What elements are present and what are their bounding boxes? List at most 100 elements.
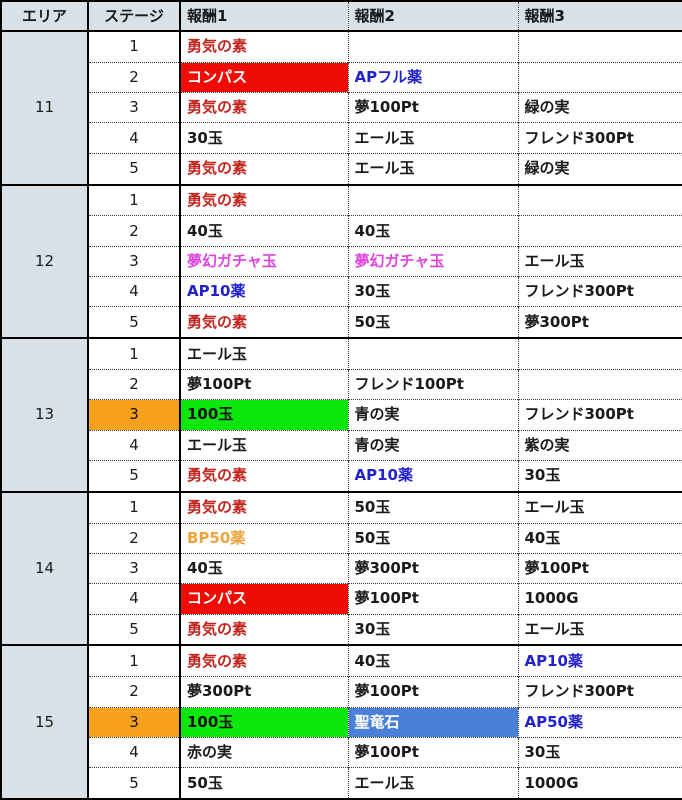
- table-row: 3 夢幻ガチャ玉 夢幻ガチャ玉 エール玉: [1, 245, 682, 277]
- reward-cell: 勇気の素: [180, 152, 349, 185]
- table-row: 5 50玉 エール玉 1000G: [1, 767, 682, 799]
- stage-cell: 3: [88, 552, 181, 584]
- stage-cell: 1: [88, 645, 181, 677]
- reward-cell: 30玉: [518, 736, 682, 768]
- table-row: 2 40玉 40玉: [1, 215, 682, 247]
- table-row: 12 1 勇気の素: [1, 184, 682, 339]
- reward-cell: 30玉: [348, 276, 519, 307]
- reward-cell: フレンド300Pt: [518, 676, 682, 707]
- reward-cell: 夢100Pt: [180, 368, 349, 400]
- header-cell-reward3: 報酬3: [518, 1, 682, 32]
- header-cell-reward2: 報酬2: [348, 1, 519, 32]
- stage-cell: 5: [88, 459, 181, 492]
- stage-cell: 2: [88, 61, 181, 93]
- reward-cell: 勇気の素: [180, 645, 349, 677]
- area-cell: 11: [1, 31, 89, 185]
- table-header: エリア ステージ 報酬1 報酬2 報酬3: [1, 1, 682, 32]
- table-row: 2 夢100Pt フレンド100Pt: [1, 368, 682, 400]
- area-group: 12 1 勇気の素 2 40玉 40玉 3 夢幻ガチャ玉 夢幻ガチャ玉 エール玉 4 AP10薬 30玉…: [1, 184, 682, 339]
- stage-cell: 1: [88, 491, 181, 524]
- reward-cell: [518, 61, 682, 93]
- table-row: 5 勇気の素 50玉 夢300Pt: [1, 306, 682, 339]
- table-row: 4 30玉 エール玉 フレンド300Pt: [1, 122, 682, 154]
- table-row: 3 100玉 聖竜石 AP50薬: [1, 706, 682, 738]
- reward-cell: 夢100Pt: [348, 583, 519, 615]
- reward-cell: [518, 368, 682, 400]
- reward-cell: 夢100Pt: [518, 552, 682, 584]
- reward-cell: フレンド100Pt: [348, 368, 519, 400]
- reward-cell: コンパス: [180, 61, 349, 93]
- reward-cell: コンパス: [180, 583, 349, 615]
- table-row: 4 赤の実 夢100Pt 30玉: [1, 736, 682, 768]
- table-row: 4 コンパス 夢100Pt 1000G: [1, 583, 682, 615]
- stage-cell: 4: [88, 276, 181, 307]
- area-cell: 13: [1, 338, 89, 492]
- reward-cell: APフル薬: [348, 61, 519, 93]
- stage-cell: 4: [88, 429, 181, 461]
- table-row: 4 エール玉 青の実 紫の実: [1, 429, 682, 461]
- header-cell-area: エリア: [1, 1, 89, 32]
- reward-cell: エール玉: [518, 613, 682, 646]
- stage-cell: 3: [88, 399, 181, 431]
- stage-cell: 4: [88, 122, 181, 154]
- reward-cell: 緑の実: [518, 152, 682, 185]
- header-cell-stage: ステージ: [88, 1, 181, 32]
- table-row: 5 勇気の素 30玉 エール玉: [1, 613, 682, 646]
- table-row: 4 AP10薬 30玉 フレンド300Pt: [1, 276, 682, 307]
- stage-cell: 1: [88, 338, 181, 370]
- area-group: 14 1 勇気の素 50玉 エール玉 2 BP50薬 50玉 40玉 3 40玉 夢300Pt 夢100…: [1, 491, 682, 646]
- reward-cell: 30玉: [518, 459, 682, 492]
- reward-cell: 50玉: [348, 491, 519, 524]
- reward-cell: 40玉: [180, 215, 349, 247]
- stage-cell: 5: [88, 152, 181, 185]
- reward-cell: エール玉: [518, 245, 682, 277]
- reward-cell: BP50薬: [180, 522, 349, 554]
- reward-cell: フレンド300Pt: [518, 276, 682, 307]
- stage-cell: 4: [88, 736, 181, 768]
- area-group: 11 1 勇気の素 2 コンパス APフル薬 3 勇気の素 夢100Pt 緑の実 4 30玉 エール玉フ…: [1, 31, 682, 185]
- reward-cell: 夢幻ガチャ玉: [348, 245, 519, 277]
- reward-cell: 50玉: [348, 306, 519, 339]
- reward-cell: 40玉: [348, 215, 519, 247]
- reward-cell: 1000G: [518, 583, 682, 615]
- reward-cell: 50玉: [180, 767, 349, 799]
- table-row: 5 勇気の素 エール玉 緑の実: [1, 152, 682, 185]
- header-row: エリア ステージ 報酬1 報酬2 報酬3: [1, 1, 682, 32]
- reward-cell: エール玉: [348, 767, 519, 799]
- table-row: 15 1 勇気の素 40玉 AP10薬: [1, 645, 682, 799]
- reward-cell: 勇気の素: [180, 459, 349, 492]
- stage-cell: 2: [88, 368, 181, 400]
- table-row: 2 夢300Pt 夢100Pt フレンド300Pt: [1, 676, 682, 707]
- stage-cell: 5: [88, 613, 181, 646]
- reward-cell: エール玉: [180, 338, 349, 370]
- reward-cell: [348, 31, 519, 63]
- reward-cell: 夢300Pt: [348, 552, 519, 584]
- stage-cell: 3: [88, 706, 181, 738]
- reward-cell: エール玉: [524, 498, 585, 517]
- reward-cell: 100玉: [180, 706, 349, 738]
- reward-cell: 紫の実: [518, 429, 682, 461]
- table-row: 3 40玉 夢300Pt 夢100Pt: [1, 552, 682, 584]
- reward-cell: 勇気の素: [180, 184, 349, 216]
- reward-cell: 赤の実: [180, 736, 349, 768]
- reward-cell: 夢300Pt: [180, 676, 349, 707]
- area-cell: 15: [1, 645, 89, 799]
- reward-cell: 40玉: [518, 522, 682, 554]
- reward-cell: 30玉: [348, 613, 519, 646]
- reward-cell: 1000G: [518, 767, 682, 799]
- reward-cell: AP10薬: [524, 651, 583, 670]
- stage-cell: 5: [88, 767, 181, 799]
- area-cell: 12: [1, 184, 89, 339]
- reward-cell: 勇気の素: [180, 31, 349, 63]
- reward-cell: [518, 185, 682, 216]
- reward-cell: 青の実: [348, 429, 519, 461]
- reward-cell: エール玉: [348, 152, 519, 185]
- reward-cell: 緑の実: [518, 92, 682, 123]
- reward-cell: AP10薬: [348, 459, 519, 492]
- stage-cell: 2: [88, 215, 181, 247]
- reward-cell: 夢100Pt: [348, 736, 519, 768]
- table-row: 5 勇気の素 AP10薬 30玉: [1, 459, 682, 492]
- reward-cell: 夢100Pt: [348, 676, 519, 707]
- reward-cell: [518, 31, 682, 62]
- reward-cell: 勇気の素: [180, 92, 349, 123]
